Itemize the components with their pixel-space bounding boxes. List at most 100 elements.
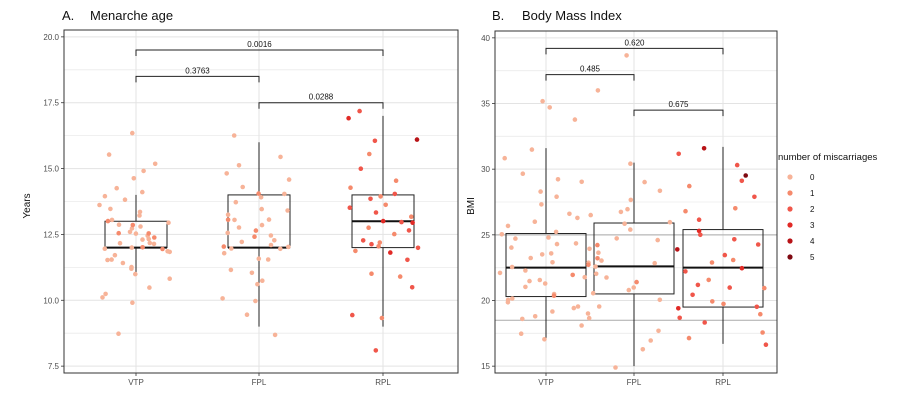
panel-b-ticks: 15 20 25 30 35 40 VTP FPL RPL	[481, 34, 731, 387]
data-point	[348, 185, 353, 190]
data-point	[286, 244, 291, 250]
p-value-label: 0.0016	[247, 40, 272, 49]
box-vtp	[505, 233, 587, 298]
panel-a-frame	[63, 29, 459, 374]
data-point	[116, 331, 121, 337]
x-tick-label: VTP	[128, 378, 144, 387]
data-point	[409, 214, 414, 219]
data-point	[575, 304, 581, 309]
data-point	[698, 232, 703, 238]
data-point	[640, 347, 646, 352]
data-point	[151, 241, 157, 247]
y-tick-label: 20.0	[43, 33, 59, 42]
data-point	[532, 314, 538, 319]
data-point	[224, 171, 229, 176]
data-point	[572, 117, 578, 122]
data-point	[505, 297, 511, 303]
data-point	[554, 194, 559, 199]
data-point	[509, 245, 514, 250]
data-point	[366, 225, 371, 230]
data-point	[595, 88, 601, 93]
data-point	[582, 274, 587, 280]
data-point	[152, 161, 158, 167]
panel-b-frame	[494, 30, 778, 374]
data-point	[231, 133, 237, 138]
panel-b-gridlines	[495, 31, 777, 373]
p-value-label: 0.675	[668, 100, 689, 109]
data-point	[377, 240, 383, 245]
data-point	[547, 105, 552, 110]
data-point	[220, 296, 225, 301]
data-point	[676, 306, 681, 311]
panel-a-ticks: 7.5 10.0 12.5 15.0 17.5 20.0 VTP FPL RPL	[43, 33, 391, 387]
panel-a-title: Menarche age	[90, 8, 173, 23]
panel-a-y-axis-label: Years	[22, 193, 33, 218]
data-point	[392, 191, 398, 197]
data-point	[686, 335, 692, 341]
data-point	[137, 209, 143, 215]
data-point	[677, 315, 682, 321]
data-point	[701, 146, 707, 151]
data-point	[116, 222, 122, 227]
y-tick-label: 17.5	[43, 99, 59, 108]
data-point	[378, 194, 383, 199]
data-point	[140, 245, 145, 250]
data-point	[131, 176, 137, 181]
data-point	[278, 246, 283, 252]
data-point	[614, 236, 619, 241]
data-point	[346, 115, 351, 121]
data-point	[518, 331, 524, 337]
data-point	[268, 242, 274, 248]
data-point	[140, 237, 145, 242]
data-point	[120, 260, 126, 266]
data-point	[590, 290, 596, 296]
data-point	[755, 242, 761, 247]
data-point	[228, 267, 234, 273]
data-point	[538, 189, 543, 194]
data-point	[147, 240, 153, 246]
data-point	[255, 281, 260, 287]
data-point	[232, 217, 237, 223]
data-point	[147, 285, 152, 290]
data-point	[130, 130, 135, 136]
data-point	[709, 260, 715, 265]
significance-bracket	[545, 74, 635, 81]
legend-swatch	[787, 190, 793, 196]
data-point	[129, 245, 135, 250]
data-point	[146, 236, 151, 242]
data-point	[285, 208, 290, 213]
data-point	[376, 244, 381, 249]
data-point	[240, 184, 245, 190]
data-point	[539, 202, 544, 207]
data-point	[631, 285, 636, 290]
data-point	[137, 213, 142, 218]
data-point	[358, 166, 364, 171]
p-value-label: 0.485	[580, 65, 601, 74]
data-point	[244, 312, 250, 318]
data-point	[265, 257, 271, 262]
data-point	[106, 152, 112, 157]
data-point	[259, 222, 265, 228]
data-point	[539, 252, 545, 257]
data-point	[762, 285, 767, 291]
data-point	[696, 228, 702, 234]
panel-b-title: Body Mass Index	[522, 8, 622, 23]
data-point	[588, 212, 593, 218]
data-point	[550, 309, 555, 314]
data-point	[567, 211, 572, 217]
y-tick-label: 20	[481, 296, 490, 305]
x-tick-label: RPL	[375, 378, 391, 387]
data-point	[625, 206, 630, 212]
data-point	[523, 284, 528, 290]
x-tick-label: VTP	[538, 378, 554, 387]
data-point	[763, 342, 769, 348]
data-point	[373, 348, 379, 353]
data-point	[595, 242, 600, 248]
data-point	[258, 195, 264, 200]
data-point	[754, 304, 760, 310]
legend-swatch	[787, 222, 793, 228]
panel-a-boxplots	[104, 115, 415, 327]
data-point	[373, 210, 379, 215]
data-point	[676, 151, 681, 157]
data-point	[585, 311, 591, 316]
